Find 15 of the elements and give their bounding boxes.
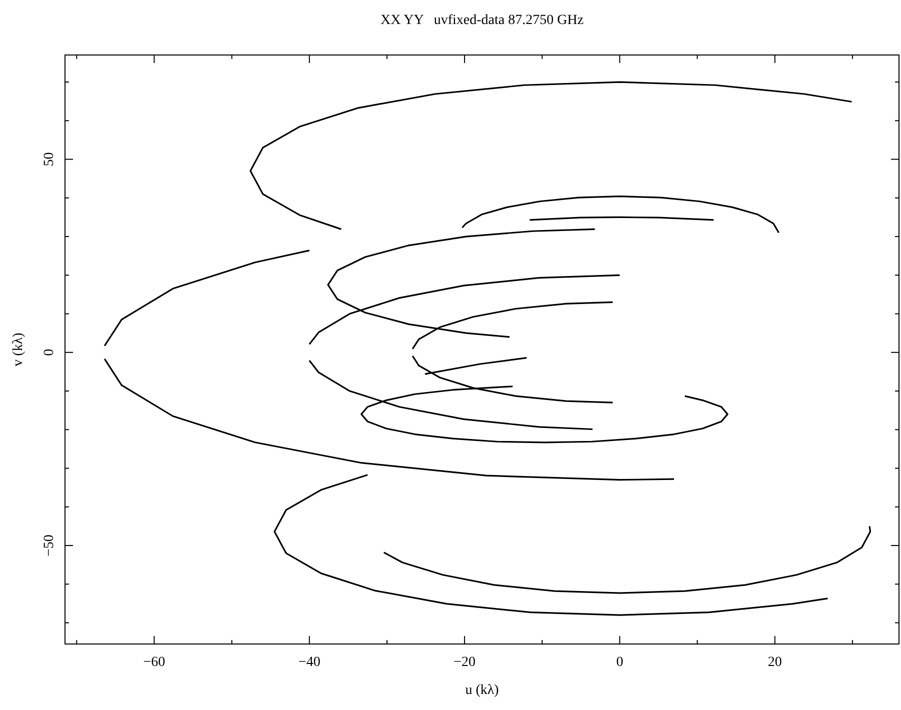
y-tick-label: 0 <box>42 348 57 356</box>
line-series <box>274 474 828 616</box>
x-tick-label: 20 <box>768 655 782 670</box>
y-tick-label: 50 <box>42 152 57 166</box>
y-axis-title: v (kλ) <box>11 332 26 366</box>
y-tick-label: −50 <box>42 534 57 556</box>
line-series <box>250 81 852 230</box>
chart-title: XX YY uvfixed-data 87.2750 GHz <box>380 13 584 28</box>
x-tick-label: −60 <box>143 655 166 670</box>
line-series <box>383 525 872 594</box>
x-tick-label: 0 <box>616 655 624 670</box>
x-axis-title: u (kλ) <box>465 683 500 698</box>
line-series <box>461 196 780 234</box>
x-tick-label: −20 <box>454 655 476 670</box>
x-tick-label: −40 <box>298 655 320 670</box>
